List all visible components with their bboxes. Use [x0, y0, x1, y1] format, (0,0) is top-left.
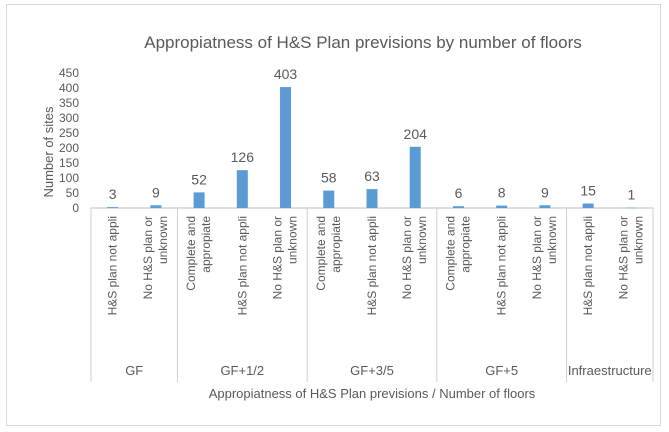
data-label: 204 — [404, 126, 428, 142]
group-label: GF — [125, 363, 143, 378]
y-tick-label: 400 — [59, 81, 79, 95]
data-label: 8 — [498, 185, 506, 201]
bar — [452, 206, 464, 208]
category-label: H&S plan not appli — [581, 216, 595, 315]
category-label: H&S plan not appli — [106, 216, 120, 315]
group-label: GF+3/5 — [350, 363, 394, 378]
y-tick-label: 200 — [59, 141, 79, 155]
bar — [582, 203, 594, 208]
bar — [236, 170, 248, 208]
y-tick-label: 0 — [72, 201, 79, 215]
category-label: No H&S plan orunknown — [616, 216, 645, 299]
data-label: 9 — [152, 184, 160, 200]
y-tick-label: 250 — [59, 126, 79, 140]
data-label: 126 — [231, 149, 255, 165]
bar — [323, 190, 335, 208]
chart-frame: Appropiatness of H&S Plan previsions by … — [6, 4, 661, 426]
category-label: H&S plan not appli — [365, 216, 379, 315]
bar — [150, 205, 162, 208]
data-label: 63 — [364, 168, 380, 184]
y-tick-label: 50 — [66, 186, 80, 200]
bar — [193, 192, 205, 208]
y-tick-label: 150 — [59, 156, 79, 170]
y-tick-label: 450 — [59, 66, 79, 80]
y-tick-label: 350 — [59, 96, 79, 110]
category-label: Complete andappropiate — [184, 216, 213, 291]
y-axis-title: Number of sites — [41, 106, 56, 198]
category-label: H&S plan not appli — [235, 216, 249, 315]
data-label: 58 — [321, 170, 337, 186]
data-label: 403 — [274, 66, 298, 82]
bar — [366, 189, 378, 208]
group-label: GF+5 — [485, 363, 518, 378]
group-label: GF+1/2 — [220, 363, 264, 378]
data-label: 52 — [191, 171, 207, 187]
bar — [539, 205, 551, 208]
bar — [409, 146, 421, 208]
category-label: H&S plan not appli — [495, 216, 509, 315]
category-label: No H&S plan orunknown — [400, 216, 429, 299]
data-label: 9 — [541, 184, 549, 200]
group-label: Infraestructure — [568, 363, 652, 378]
category-label: No H&S plan orunknown — [271, 216, 300, 299]
chart-title: Appropiatness of H&S Plan previsions by … — [144, 33, 582, 52]
data-label: 6 — [455, 185, 463, 201]
y-tick-label: 300 — [59, 111, 79, 125]
category-label: Complete andappropiate — [314, 216, 343, 291]
category-label: No H&S plan orunknown — [141, 216, 170, 299]
bar — [280, 87, 292, 208]
category-label: Complete andappropiate — [443, 216, 472, 291]
data-label: 1 — [627, 187, 635, 203]
bar — [496, 205, 508, 208]
y-tick-label: 100 — [59, 171, 79, 185]
bar-chart: Appropiatness of H&S Plan previsions by … — [41, 33, 654, 401]
bar — [107, 207, 119, 208]
data-label: 3 — [109, 186, 117, 202]
category-label: No H&S plan orunknown — [530, 216, 559, 299]
x-axis-title: Appropiatness of H&S Plan previsions / N… — [209, 386, 536, 401]
data-label: 15 — [580, 183, 596, 199]
bar — [625, 207, 637, 209]
